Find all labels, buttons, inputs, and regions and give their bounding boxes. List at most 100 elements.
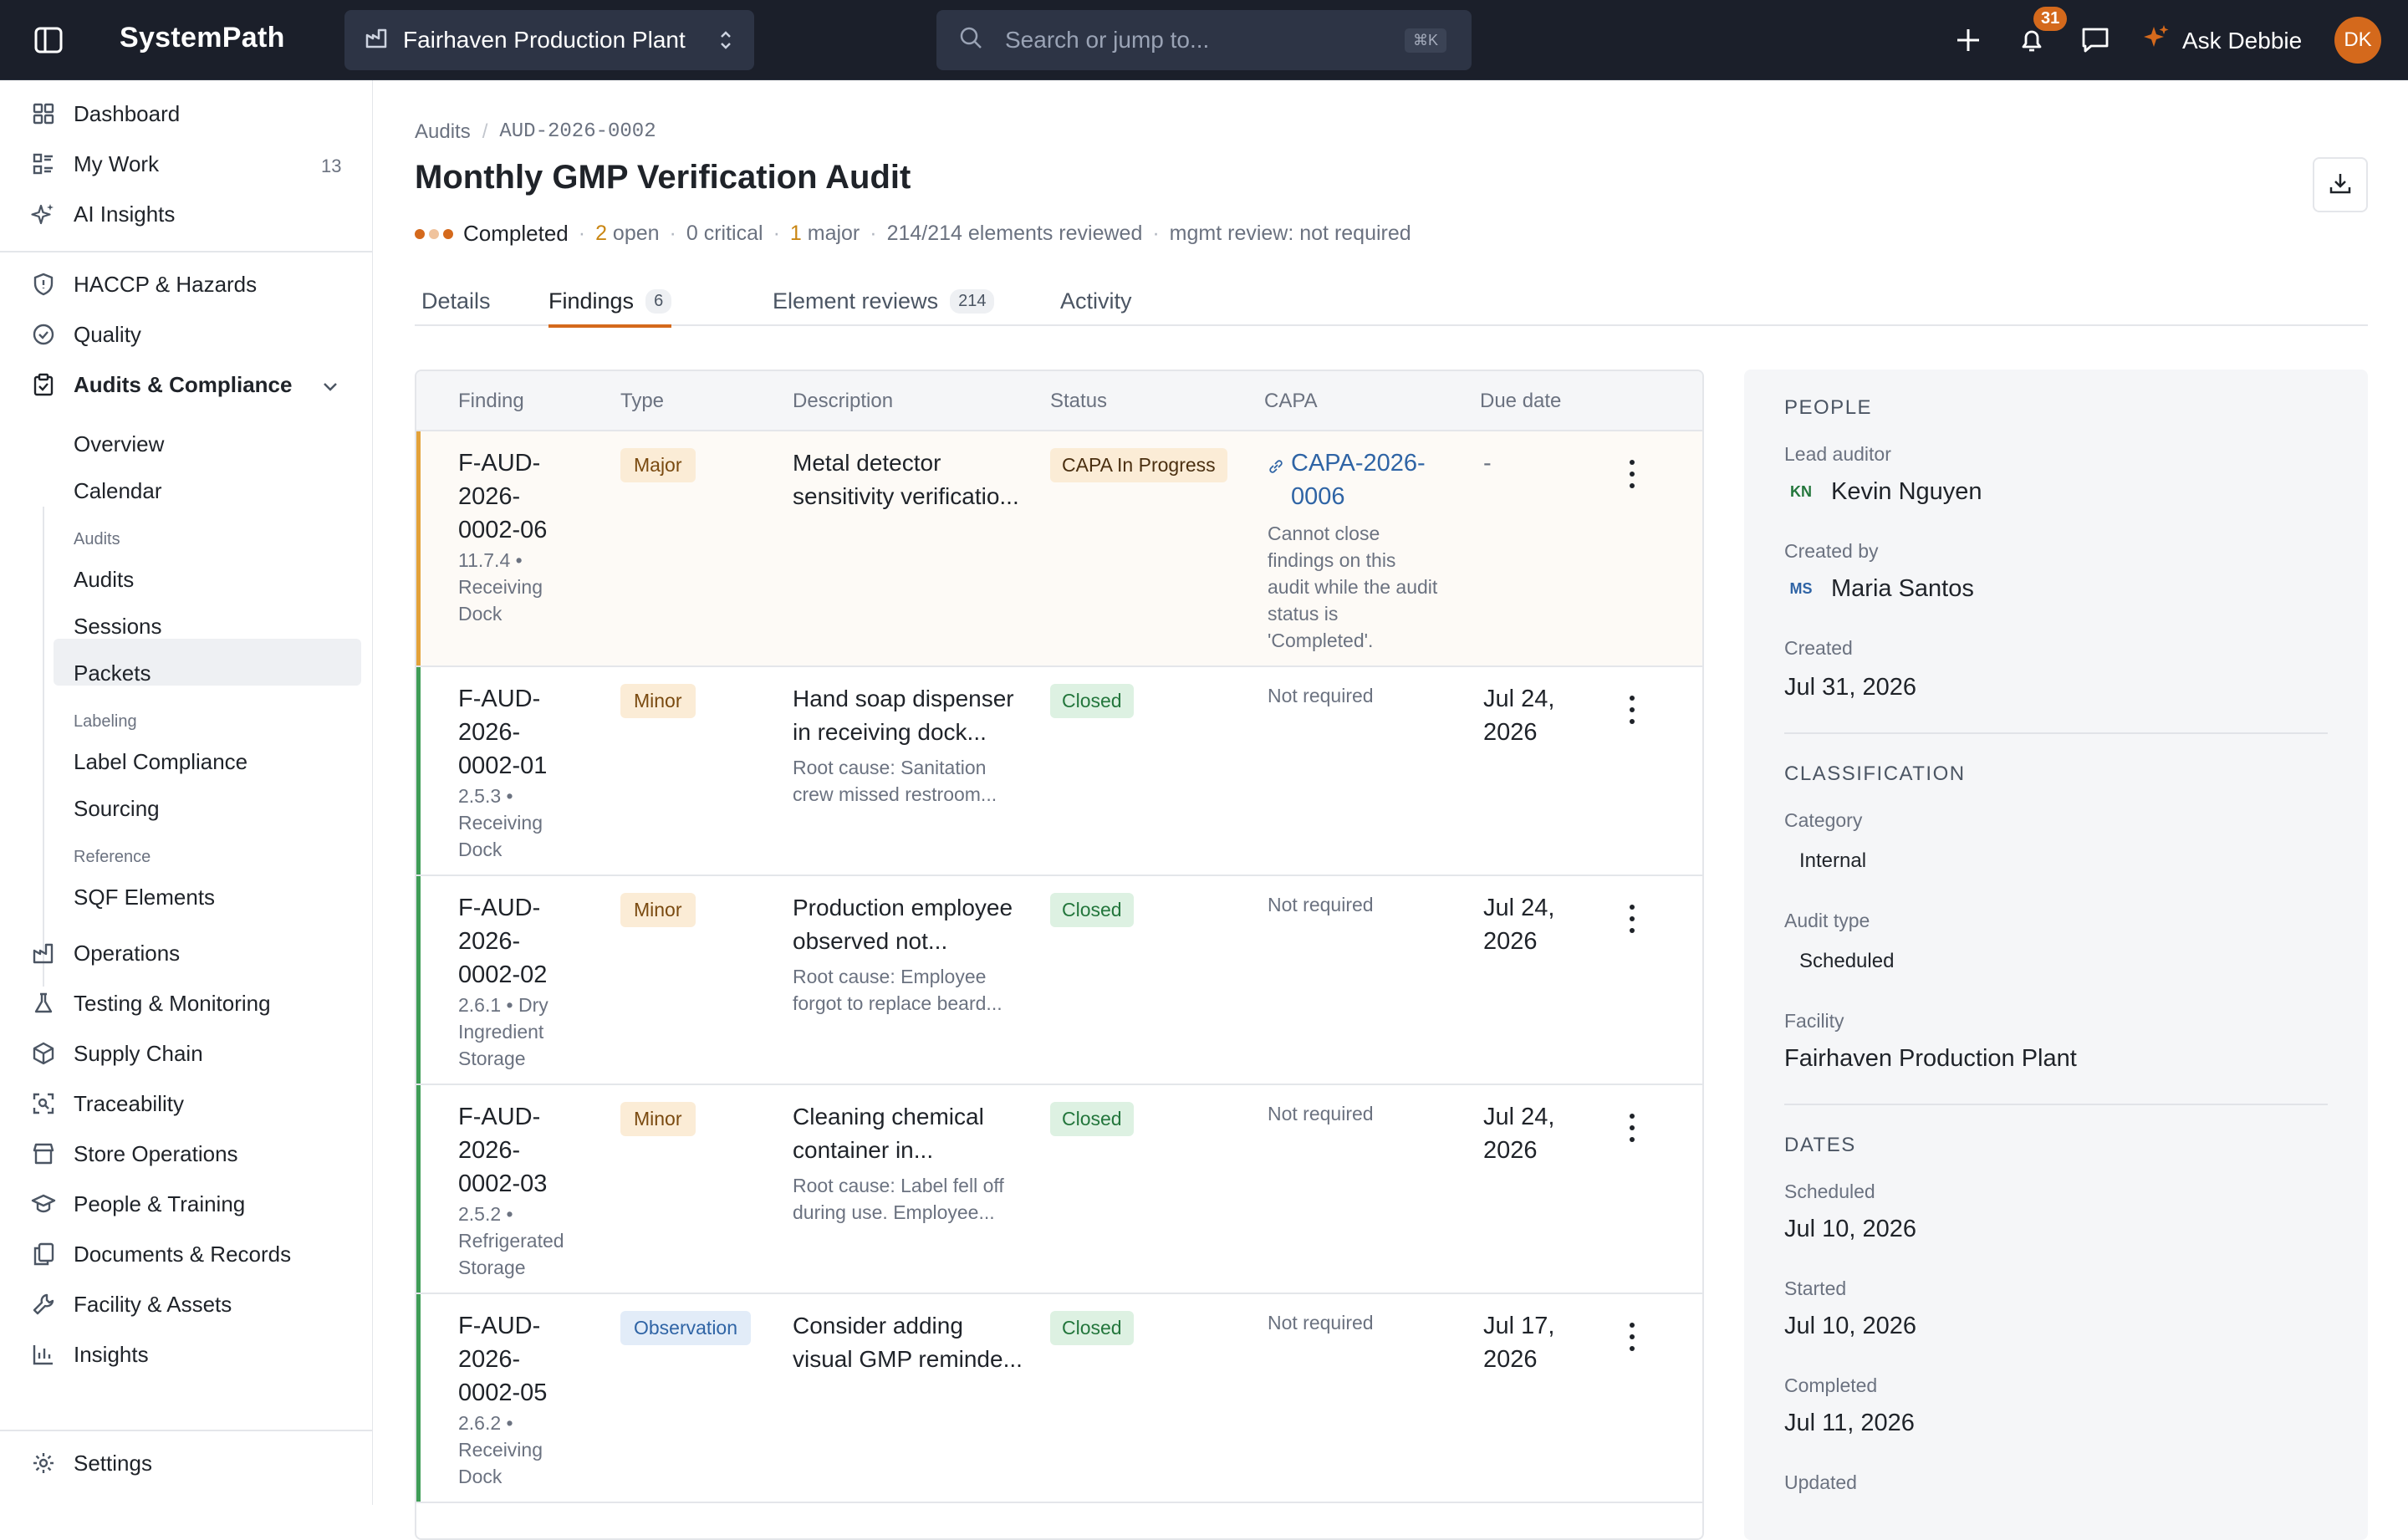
column-header[interactable]: CAPA xyxy=(1264,390,1318,412)
status-label: Completed xyxy=(463,221,569,246)
major-count: 1 xyxy=(789,222,802,245)
row-menu-icon[interactable] xyxy=(1622,1114,1642,1142)
breadcrumb-audits[interactable]: Audits xyxy=(415,120,471,143)
finding-id[interactable]: F-AUD- 2026- 0002-02 xyxy=(458,895,548,988)
panel-divider xyxy=(1784,1104,2328,1105)
plus-icon[interactable] xyxy=(1948,20,1988,60)
table-row[interactable]: F-AUD- 2026- 0002-02 2.6.1 • Dry Ingredient… xyxy=(416,876,1702,1085)
finding-id[interactable]: F-AUD- 2026- 0002-06 xyxy=(458,450,548,543)
column-header[interactable]: Finding xyxy=(458,390,524,412)
sidebar-item-label: Quality xyxy=(74,321,141,347)
tab-label: Activity xyxy=(1060,288,1132,314)
sidebar-toggle-icon[interactable] xyxy=(33,25,64,55)
sidebar-item-documents[interactable]: Documents & Records xyxy=(30,1241,291,1267)
download-button[interactable] xyxy=(2313,157,2368,212)
sidebar-item-settings[interactable]: Settings xyxy=(30,1450,152,1476)
sidebar-sub-overview[interactable]: Overview xyxy=(74,431,165,456)
facility-switcher[interactable]: Fairhaven Production Plant xyxy=(344,10,754,70)
capa-cell: Not required xyxy=(1268,1312,1374,1333)
started-value: Jul 10, 2026 xyxy=(1784,1313,1917,1339)
sidebar-sub-calendar[interactable]: Calendar xyxy=(74,478,162,503)
tab-activity[interactable]: Activity xyxy=(1060,278,1132,324)
sidebar-item-facility-assets[interactable]: Facility & Assets xyxy=(30,1291,232,1318)
table-row[interactable]: F-AUD- 2026- 0002-06 11.7.4 • Receiving Dock… xyxy=(416,431,1702,667)
sidebar-item-my-work[interactable]: My Work xyxy=(30,150,159,177)
finding-id[interactable]: F-AUD- 2026- 0002-05 xyxy=(458,1313,548,1406)
ask-assistant-button[interactable]: Ask Debbie xyxy=(2142,23,2302,58)
column-header[interactable]: Type xyxy=(620,390,665,412)
sidebar-item-insights[interactable]: Insights xyxy=(30,1341,149,1368)
finding-id[interactable]: F-AUD- 2026- 0002-01 xyxy=(458,686,548,779)
column-header[interactable]: Due date xyxy=(1480,390,1562,412)
sidebar-item-people-training[interactable]: People & Training xyxy=(30,1191,245,1217)
sidebar-subheading-audits: Audits xyxy=(74,530,120,548)
root-cause: Root cause: Employee forgot to replace be… xyxy=(793,966,1002,1014)
lead-auditor-name: Kevin Nguyen xyxy=(1831,477,1982,505)
bell-icon[interactable] xyxy=(2012,20,2052,60)
tab-findings[interactable]: Findings 6 xyxy=(548,278,672,328)
tab-element-reviews[interactable]: Element reviews 214 xyxy=(773,278,995,324)
main-content: Audits / AUD-2026-0002 Monthly GMP Verif… xyxy=(373,80,2408,1540)
capa-link[interactable]: CAPA-2026- 0006 xyxy=(1268,446,1460,513)
status-badge: Closed xyxy=(1050,1311,1134,1345)
created-value: Jul 31, 2026 xyxy=(1784,674,1917,701)
row-menu-icon[interactable] xyxy=(1622,696,1642,724)
sidebar-sub-audits[interactable]: Audits xyxy=(74,567,135,592)
chevron-down-icon[interactable] xyxy=(319,376,341,402)
sidebar-item-supply-chain[interactable]: Supply Chain xyxy=(30,1040,203,1067)
row-menu-icon[interactable] xyxy=(1622,1323,1642,1351)
scheduled-value: Jul 10, 2026 xyxy=(1784,1216,1917,1242)
root-cause: Root cause: Sanitation crew missed restro… xyxy=(793,757,997,805)
sidebar-item-label: Operations xyxy=(74,940,181,966)
created-by[interactable]: MS Maria Santos xyxy=(1784,572,1974,605)
finding-location: 2.5.2 • Refrigerated Storage xyxy=(458,1203,564,1278)
scan-icon xyxy=(30,1090,57,1117)
sidebar-item-testing[interactable]: Testing & Monitoring xyxy=(30,990,271,1017)
tab-details[interactable]: Details xyxy=(421,278,491,324)
sidebar-sub-sessions[interactable]: Sessions xyxy=(74,614,162,639)
sparkle-icon xyxy=(2142,23,2171,58)
table-row[interactable]: F-AUD- 2026- 0002-01 2.5.3 • Receiving Dock … xyxy=(416,667,1702,876)
capa-cell: Not required xyxy=(1268,894,1374,915)
finding-location: 11.7.4 • Receiving Dock xyxy=(458,549,543,625)
sidebar-sub-sourcing[interactable]: Sourcing xyxy=(74,796,160,821)
brand-logo[interactable]: SystemPath xyxy=(120,22,285,54)
section-heading-people: PEOPLE xyxy=(1784,396,1873,419)
due-date: Jul 17, 2026 xyxy=(1483,1313,1555,1373)
row-menu-icon[interactable] xyxy=(1622,905,1642,933)
sidebar-item-ai-insights[interactable]: AI Insights xyxy=(30,201,175,227)
sidebar-item-audits-compliance[interactable]: Audits & Compliance xyxy=(30,371,292,398)
sidebar-item-quality[interactable]: Quality xyxy=(30,321,141,348)
sidebar-sub-label-compliance[interactable]: Label Compliance xyxy=(74,749,248,774)
sidebar-sub-packets[interactable]: Packets xyxy=(74,660,151,686)
tab-label: Details xyxy=(421,288,491,314)
sidebar: Dashboard My Work 13 AI Insights HACCP &… xyxy=(0,80,373,1505)
sidebar-item-label: Testing & Monitoring xyxy=(74,990,271,1016)
lead-auditor[interactable]: KN Kevin Nguyen xyxy=(1784,475,1982,508)
finding-description: Hand soap dispenser in receiving dock... xyxy=(793,686,1014,745)
finding-id[interactable]: F-AUD- 2026- 0002-03 xyxy=(458,1104,548,1197)
shield-icon xyxy=(30,271,57,298)
row-menu-icon[interactable] xyxy=(1622,460,1642,488)
section-heading-classification: CLASSIFICATION xyxy=(1784,762,1966,785)
column-header[interactable]: Status xyxy=(1050,390,1108,412)
severity-stripe xyxy=(416,1294,421,1502)
global-search[interactable]: Search or jump to... ⌘K xyxy=(936,10,1472,70)
sidebar-item-traceability[interactable]: Traceability xyxy=(30,1090,184,1117)
sidebar-item-haccp[interactable]: HACCP & Hazards xyxy=(30,271,257,298)
sidebar-item-store-operations[interactable]: Store Operations xyxy=(30,1140,238,1167)
capa-cell: CAPA-2026- 0006 Cannot close findings on t… xyxy=(1268,446,1460,654)
column-header[interactable]: Description xyxy=(793,390,894,412)
sidebar-sub-sqf-elements[interactable]: SQF Elements xyxy=(74,885,216,910)
chat-icon[interactable] xyxy=(2075,20,2115,60)
sidebar-item-operations[interactable]: Operations xyxy=(30,940,180,966)
details-panel: PEOPLE Lead auditor KN Kevin Nguyen Crea… xyxy=(1744,370,2368,1540)
created-by-label: Created by xyxy=(1784,540,1879,562)
breadcrumb-audit-id: AUD-2026-0002 xyxy=(499,120,656,143)
table-row[interactable]: F-AUD- 2026- 0002-03 2.5.2 • Refrigerated St… xyxy=(416,1085,1702,1294)
table-row[interactable]: F-AUD- 2026- 0002-05 2.6.2 • Receiving Dock … xyxy=(416,1294,1702,1503)
open-count: 2 xyxy=(595,222,607,245)
user-avatar[interactable]: DK xyxy=(2334,17,2381,64)
sidebar-item-dashboard[interactable]: Dashboard xyxy=(30,100,180,127)
panel-divider xyxy=(1784,732,2328,734)
